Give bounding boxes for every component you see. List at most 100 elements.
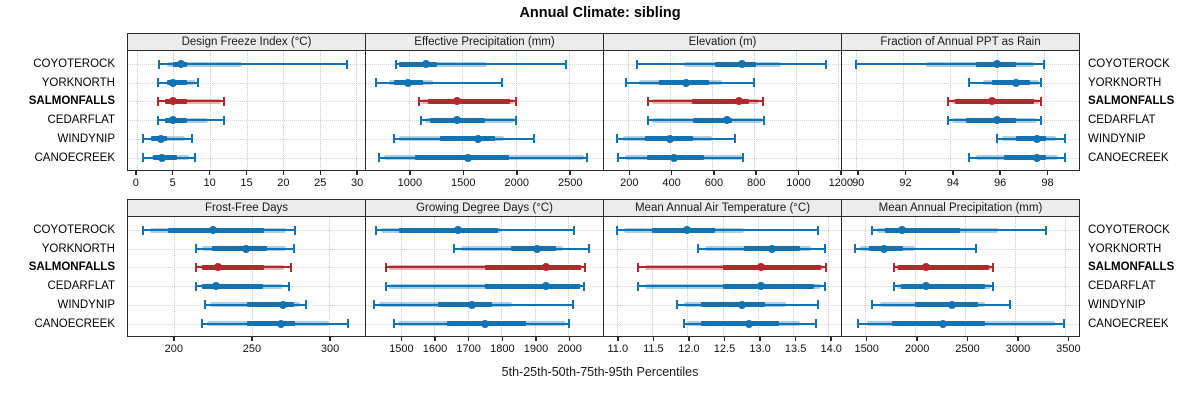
- site-label-canoecreek: CANOECREEK: [34, 317, 115, 330]
- median-dot: [757, 282, 766, 291]
- site-label-windynip: WINDYNIP: [1088, 132, 1146, 145]
- axis-tick: [713, 171, 715, 175]
- whisker-cap-high: [1040, 96, 1043, 106]
- axis-tick: [245, 171, 248, 175]
- axis-tick: [171, 171, 174, 175]
- site-label-salmonfalls: SALMONFALLS: [1088, 261, 1175, 274]
- tick-gridline: [567, 217, 569, 336]
- panel-title: Mean Annual Air Temperature (°C): [604, 200, 841, 217]
- whisker-cap-low: [195, 262, 198, 272]
- median-dot: [169, 116, 178, 125]
- tick-gridline: [670, 51, 672, 170]
- whisker-cap-high: [288, 281, 291, 291]
- median-dot: [542, 282, 551, 291]
- whisker-cap-high: [514, 115, 517, 125]
- tick-gridline: [903, 51, 904, 170]
- whisker-cap-low: [156, 115, 159, 125]
- median-dot: [897, 226, 906, 234]
- whisker-cap-low: [995, 134, 998, 144]
- axis-tick: [794, 337, 797, 341]
- median-dot: [467, 300, 476, 309]
- percentile-band-25-75: [247, 302, 294, 308]
- tick-gridline: [246, 51, 248, 170]
- panel-plot: [842, 51, 1079, 170]
- median-dot: [681, 78, 690, 87]
- percentile-band-25-75: [692, 98, 749, 104]
- whisker-cap-low: [157, 59, 160, 69]
- panel-growing_degree_days: Growing Degree Days (°C): [365, 199, 604, 337]
- axis-tick-label: 1500: [854, 343, 879, 355]
- whisker-cap-low: [616, 153, 619, 162]
- percentile-band-25-75: [722, 264, 822, 270]
- tick-gridline: [837, 51, 839, 170]
- whisker-cap-low: [156, 78, 159, 88]
- site-label-salmonfalls: SALMONFALLS: [28, 95, 115, 108]
- site-label-canoecreek: CANOECREEK: [1088, 317, 1169, 330]
- site-label-yorknorth: YORKNORTH: [1088, 242, 1162, 255]
- tick-gridline: [329, 217, 331, 336]
- axis-tick-label: 13.0: [749, 343, 771, 355]
- whisker-cap-low: [855, 59, 858, 69]
- percentile-band-25-75: [399, 61, 437, 67]
- axis-tick-label: 2000: [504, 177, 530, 189]
- tick-gridline: [722, 217, 724, 336]
- axis-tick-label: 12.0: [678, 343, 700, 355]
- range-line-5-95: [143, 137, 192, 140]
- site-label-cedarflat: CEDARFLAT: [1088, 280, 1156, 293]
- whisker-cap-low: [373, 300, 375, 310]
- axis-tick-label: 600: [704, 177, 724, 189]
- tick-gridline: [651, 217, 653, 336]
- percentile-band-25-75: [884, 227, 960, 233]
- axis-tick: [652, 337, 655, 341]
- median-dot: [209, 226, 218, 234]
- panel-plot: [128, 217, 365, 336]
- whisker-cap-high: [193, 153, 196, 162]
- whisker-cap-high: [582, 281, 585, 291]
- axis-tick: [462, 171, 465, 175]
- tick-gridline: [174, 217, 176, 336]
- axis-tick: [1067, 337, 1070, 341]
- axis-tick-label: 200: [620, 177, 639, 189]
- whisker-cap-low: [156, 96, 159, 106]
- whisker-cap-high: [305, 300, 308, 310]
- tick-gridline: [864, 217, 866, 336]
- panel-row-bottom: Frost-Free Days Growing Degree Days (°C) M…: [127, 199, 1083, 337]
- axis-tick: [251, 337, 253, 341]
- whisker-cap-high: [585, 153, 588, 162]
- panel-elevation: Elevation (m): [603, 33, 842, 171]
- median-dot: [738, 60, 747, 68]
- median-dot: [737, 300, 746, 309]
- whisker-cap-low: [967, 153, 970, 162]
- whisker-cap-low: [675, 300, 678, 310]
- whisker-cap-low: [201, 319, 204, 328]
- whisker-cap-high: [825, 59, 828, 69]
- panel-title: Frost-Free Days: [128, 200, 365, 217]
- whisker-cap-low: [647, 115, 650, 125]
- median-dot: [683, 226, 692, 234]
- median-dot: [670, 153, 679, 162]
- median-dot: [757, 263, 766, 272]
- median-dot: [158, 153, 167, 162]
- axis-tick-label: 2500: [557, 177, 583, 189]
- tick-gridline: [1014, 217, 1016, 336]
- range-line-5-95: [375, 81, 502, 84]
- axis-tick: [755, 171, 757, 175]
- axis-tick: [952, 171, 954, 175]
- panel-title: Design Freeze Index (°C): [128, 34, 365, 51]
- median-dot: [541, 263, 550, 272]
- tick-gridline: [173, 51, 175, 170]
- median-dot: [176, 60, 185, 68]
- axis-tick: [535, 337, 537, 341]
- axis-tick-label: 94: [946, 177, 959, 189]
- axis-mean_annual_precipitation: 1500 2000 2500 3000 3500: [844, 337, 1083, 363]
- axis-tick: [1017, 337, 1019, 341]
- median-dot: [992, 60, 1001, 68]
- tick-gridline: [996, 51, 998, 170]
- axis-effective_precipitation: 1000 1500 2000 2500: [366, 171, 605, 197]
- whisker-cap-low: [615, 225, 618, 235]
- percentile-band-25-75: [439, 136, 496, 142]
- whisker-cap-high: [1040, 115, 1043, 125]
- whisker-cap-high: [991, 281, 994, 291]
- median-dot: [947, 300, 956, 309]
- axis-tick: [409, 171, 411, 175]
